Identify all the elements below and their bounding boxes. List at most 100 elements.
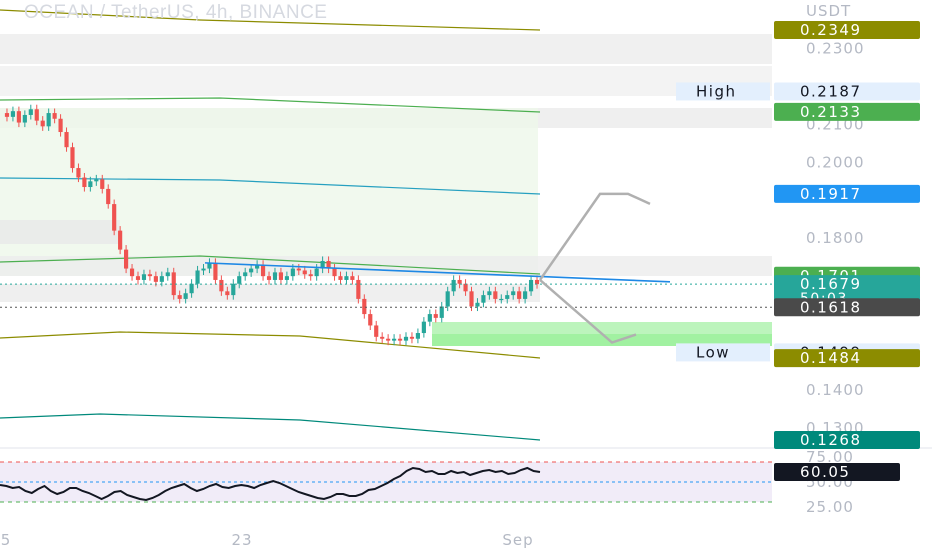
price-label: 0.1268 (800, 431, 862, 449)
price-label-box (774, 349, 920, 368)
candle-body (511, 291, 516, 296)
candle-body (409, 336, 415, 339)
candle-body (403, 336, 409, 341)
price-label-box (774, 298, 920, 317)
price-label: 0.2133 (800, 103, 862, 121)
candle-body (534, 279, 540, 285)
price-label: 0.2349 (800, 21, 862, 39)
candle-body (106, 188, 111, 205)
candle-body (94, 179, 99, 182)
tag-box (676, 343, 770, 362)
channel-upper-line (0, 9, 541, 31)
price-label-box (774, 102, 920, 121)
candle-body (517, 291, 522, 299)
rsi-line (0, 466, 541, 502)
candle-body (469, 291, 474, 307)
candle-body (499, 298, 504, 301)
price-label-box (774, 184, 920, 203)
candle-body (88, 181, 93, 188)
candle-body (344, 276, 349, 280)
price-label-box (774, 431, 920, 449)
candle-body (195, 270, 200, 284)
candle-body (475, 302, 480, 307)
candle-body (415, 333, 420, 339)
candle-body (207, 262, 212, 269)
candle-body (129, 268, 135, 277)
y-tick-label: 0.1400 (806, 381, 865, 399)
y-tick-label: 0.2000 (806, 153, 865, 171)
tag-box (676, 82, 770, 101)
candle-body (177, 295, 182, 299)
channel-low-line (0, 331, 541, 359)
candle-body (314, 268, 319, 277)
candle-body (231, 283, 236, 296)
candle-body (255, 264, 260, 269)
candle-body (70, 147, 75, 169)
candle-body (528, 279, 534, 292)
candle-body (433, 314, 438, 318)
candle-body (356, 279, 361, 299)
candle-body (34, 109, 39, 121)
candle-body (147, 274, 152, 277)
y-tick-label: 0.1800 (806, 229, 865, 247)
candle-body (112, 204, 117, 231)
candle-body (225, 291, 230, 296)
channel-mid-line (0, 177, 541, 195)
candle-body (284, 276, 289, 280)
price-label-box (774, 82, 920, 101)
candle-body (82, 177, 87, 188)
candle-body (22, 114, 27, 123)
channel-lower-line (0, 255, 541, 275)
candle-body (338, 276, 343, 280)
candle-body (487, 291, 492, 296)
candle-body (523, 291, 528, 299)
candle-body (397, 338, 403, 341)
candle-body (40, 120, 45, 127)
candle-body (493, 291, 498, 299)
price-label-box (774, 21, 920, 39)
rsi-tick-label: 75.00 (806, 448, 854, 466)
candle-body (58, 118, 63, 133)
candle-body (421, 321, 426, 334)
channel-bottom-line (0, 413, 541, 441)
price-label: 0.2187 (800, 82, 862, 100)
candle-body (165, 272, 170, 277)
candle-body (183, 293, 188, 299)
low-tag: Low (696, 343, 730, 361)
zone-mid (0, 284, 540, 302)
candle-body (64, 132, 69, 148)
candle-body (290, 268, 295, 277)
supply-zone-upper (0, 34, 772, 64)
candle-body (278, 272, 284, 280)
high-tag: High (696, 82, 736, 100)
candle-body (141, 274, 147, 280)
candle-body (505, 295, 510, 299)
candle-body (451, 279, 456, 292)
candle-body (463, 283, 468, 292)
candle-body (100, 179, 105, 189)
candle-body (159, 276, 164, 282)
candle-body (135, 276, 141, 280)
candle-body (46, 113, 51, 127)
candle-body (266, 276, 272, 280)
candle-body (10, 111, 16, 117)
candle-body (308, 274, 313, 277)
price-label: 0.1917 (800, 185, 862, 203)
candle-body (28, 109, 33, 115)
x-tick-label: Sep (502, 531, 533, 549)
projection-up-arrow (538, 192, 651, 281)
candle-body (124, 249, 129, 269)
candle-body (153, 276, 158, 282)
candle-body (272, 272, 278, 280)
candle-body (445, 291, 450, 307)
candle-body (427, 314, 432, 322)
price-label-box (774, 275, 920, 306)
candle-body (52, 113, 57, 119)
rsi-value-label: 60.05 (800, 463, 850, 481)
channel-top-line (0, 97, 541, 113)
candle-body (296, 268, 301, 271)
candle-body (386, 338, 391, 341)
candle-body (332, 268, 337, 277)
